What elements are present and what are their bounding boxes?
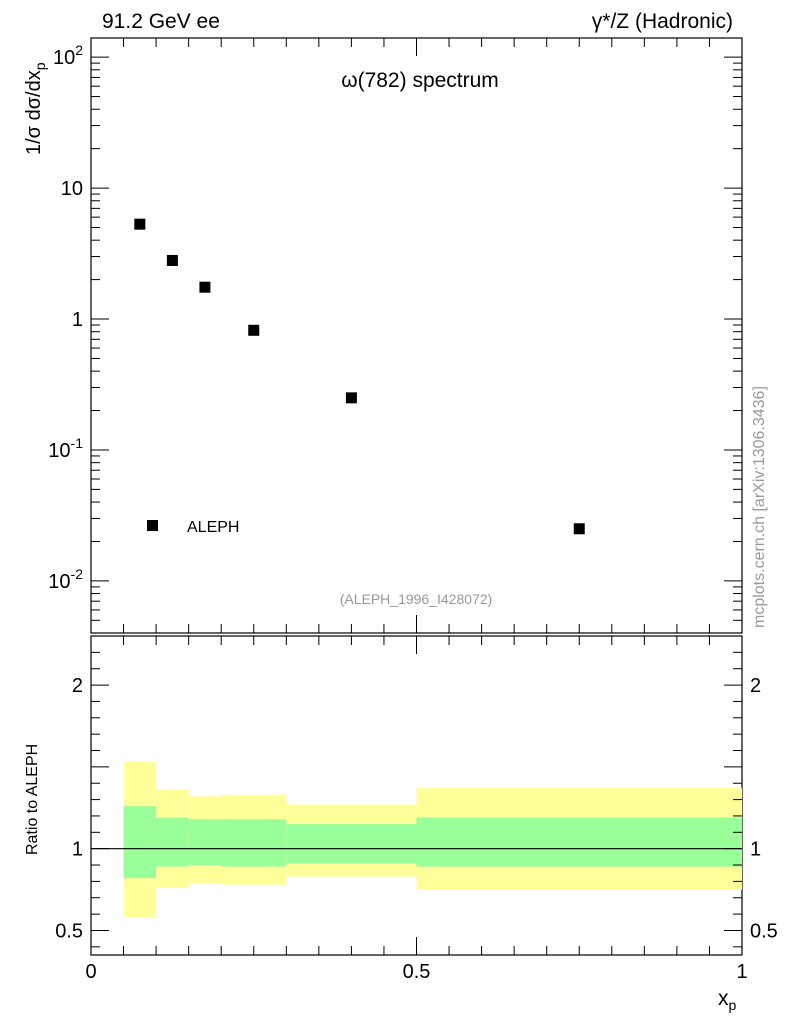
y-tick-label: 102 [53, 42, 83, 69]
process-label: γ*/Z (Hadronic) [592, 10, 733, 33]
legend-label: ALEPH [187, 519, 239, 536]
energy-label: 91.2 GeV ee [102, 10, 220, 33]
source-label: mcplots.cern.ch [arXiv:1306.3436] [751, 386, 768, 628]
ratio-y-tick-label: 0.5 [55, 920, 83, 942]
data-point [199, 281, 211, 293]
y-tick-label: 10 [61, 178, 83, 200]
stat-uncertainty-band [286, 824, 417, 864]
x-tick-label: 0.5 [403, 961, 431, 983]
y-tick-label: 1 [72, 309, 83, 331]
data-point [573, 523, 585, 535]
main-y-axis-label: 1/σ dσ/dxp [23, 62, 48, 155]
ratio-y-axis-label: Ratio to ALEPH [24, 744, 41, 855]
main-panel-frame [90, 37, 743, 634]
y-tick-label: 10-1 [48, 435, 83, 462]
stat-uncertainty-band [156, 817, 189, 867]
x-tick-label: 0 [85, 961, 96, 983]
stat-uncertainty-band [123, 806, 157, 879]
ratio-bands [123, 761, 742, 918]
data-point [166, 254, 178, 266]
data-point [345, 392, 357, 404]
x-tick-label: 1 [736, 961, 747, 983]
ratio-y-tick-label-right: 1 [750, 839, 761, 861]
ratio-y-tick-label: 2 [72, 675, 83, 697]
chart-title: ω(782) spectrum [341, 69, 499, 92]
analysis-id: (ALEPH_1996_I428072) [340, 591, 493, 607]
y-tick-label: 10-2 [48, 566, 83, 593]
data-points [134, 218, 585, 535]
stat-uncertainty-band [221, 819, 287, 867]
ratio-y-tick-label-right: 0.5 [750, 920, 778, 942]
stat-uncertainty-band [188, 819, 222, 866]
data-point [134, 218, 146, 230]
data-point [248, 324, 260, 336]
x-axis-label: xp [718, 987, 737, 1013]
ratio-y-tick-label: 1 [72, 839, 83, 861]
ratio-y-tick-label-right: 2 [750, 675, 761, 697]
legend-marker [147, 520, 158, 531]
stat-uncertainty-band [416, 817, 742, 867]
